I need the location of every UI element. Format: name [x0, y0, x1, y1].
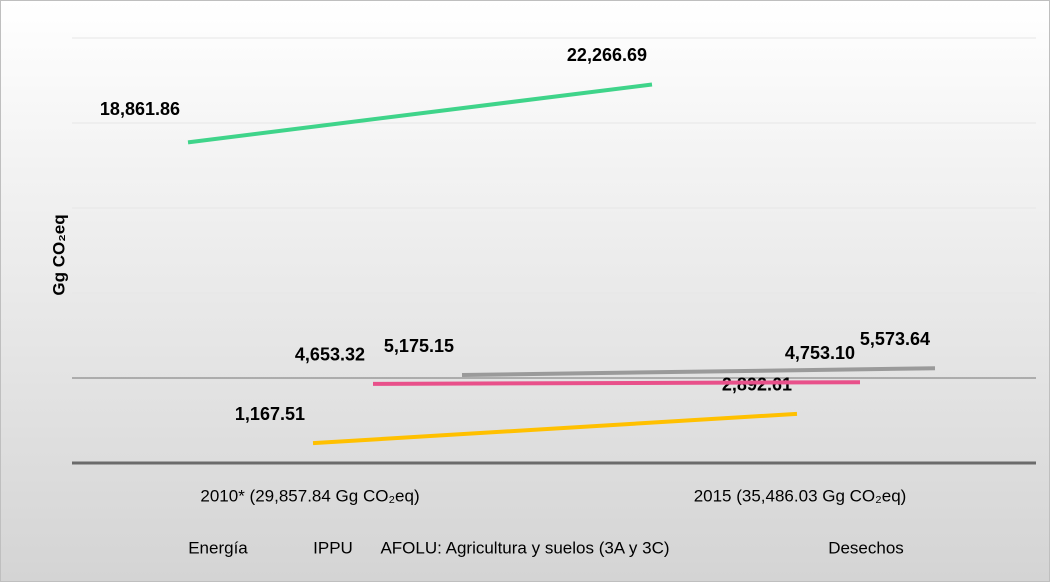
y-axis-label: Gg CO₂eq — [49, 214, 68, 295]
data-label: 5,573.64 — [860, 329, 930, 349]
line — [461, 366, 936, 378]
line — [372, 380, 861, 386]
legend-label: Desechos — [828, 538, 904, 557]
data-label: 5,175.15 — [384, 336, 454, 356]
line — [312, 411, 798, 446]
data-label: 2,892.61 — [722, 375, 792, 395]
legend-label: Energía — [188, 538, 248, 557]
x-tick-label: 2010* (29,857.84 Gg CO₂eq) — [200, 486, 419, 505]
x-tick-label: 2015 (35,486.03 Gg CO₂eq) — [694, 486, 907, 505]
data-label: 1,167.51 — [235, 404, 305, 424]
line — [187, 82, 653, 145]
data-label: 4,753.10 — [785, 343, 855, 363]
data-label: 22,266.69 — [567, 45, 647, 65]
data-label: 4,653.32 — [295, 345, 365, 365]
data-label: 18,861.86 — [100, 99, 180, 119]
legend-label: IPPU — [313, 538, 353, 557]
legend-label: AFOLU: Agricultura y suelos (3A y 3C) — [380, 538, 669, 557]
